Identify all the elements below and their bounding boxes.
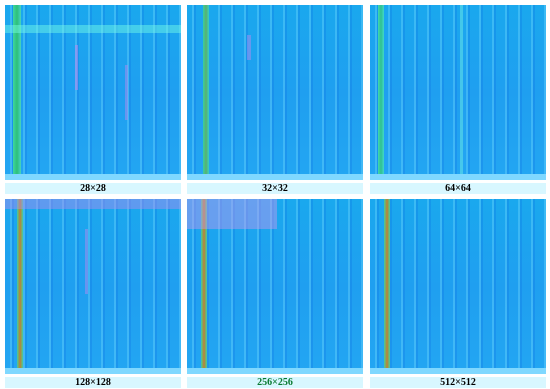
panel-label: 64×64 [370,183,546,194]
heatmap [187,5,363,180]
panel-label: 128×128 [5,377,181,388]
heatmap [5,5,181,180]
heatmap [187,199,363,374]
panel: 32×32 [187,5,363,194]
panel-label: 256×256 [187,377,363,388]
panel-label: 28×28 [5,183,181,194]
panel: 128×128 [5,199,181,388]
panel-label: 512×512 [370,377,546,388]
panel: 28×28 [5,5,181,194]
panel: 256×256 [187,199,363,388]
panel: 64×64 [370,5,546,194]
heatmap [5,199,181,374]
heatmap [370,199,546,374]
panel: 512×512 [370,199,546,388]
heatmap [370,5,546,180]
panel-label: 32×32 [187,183,363,194]
